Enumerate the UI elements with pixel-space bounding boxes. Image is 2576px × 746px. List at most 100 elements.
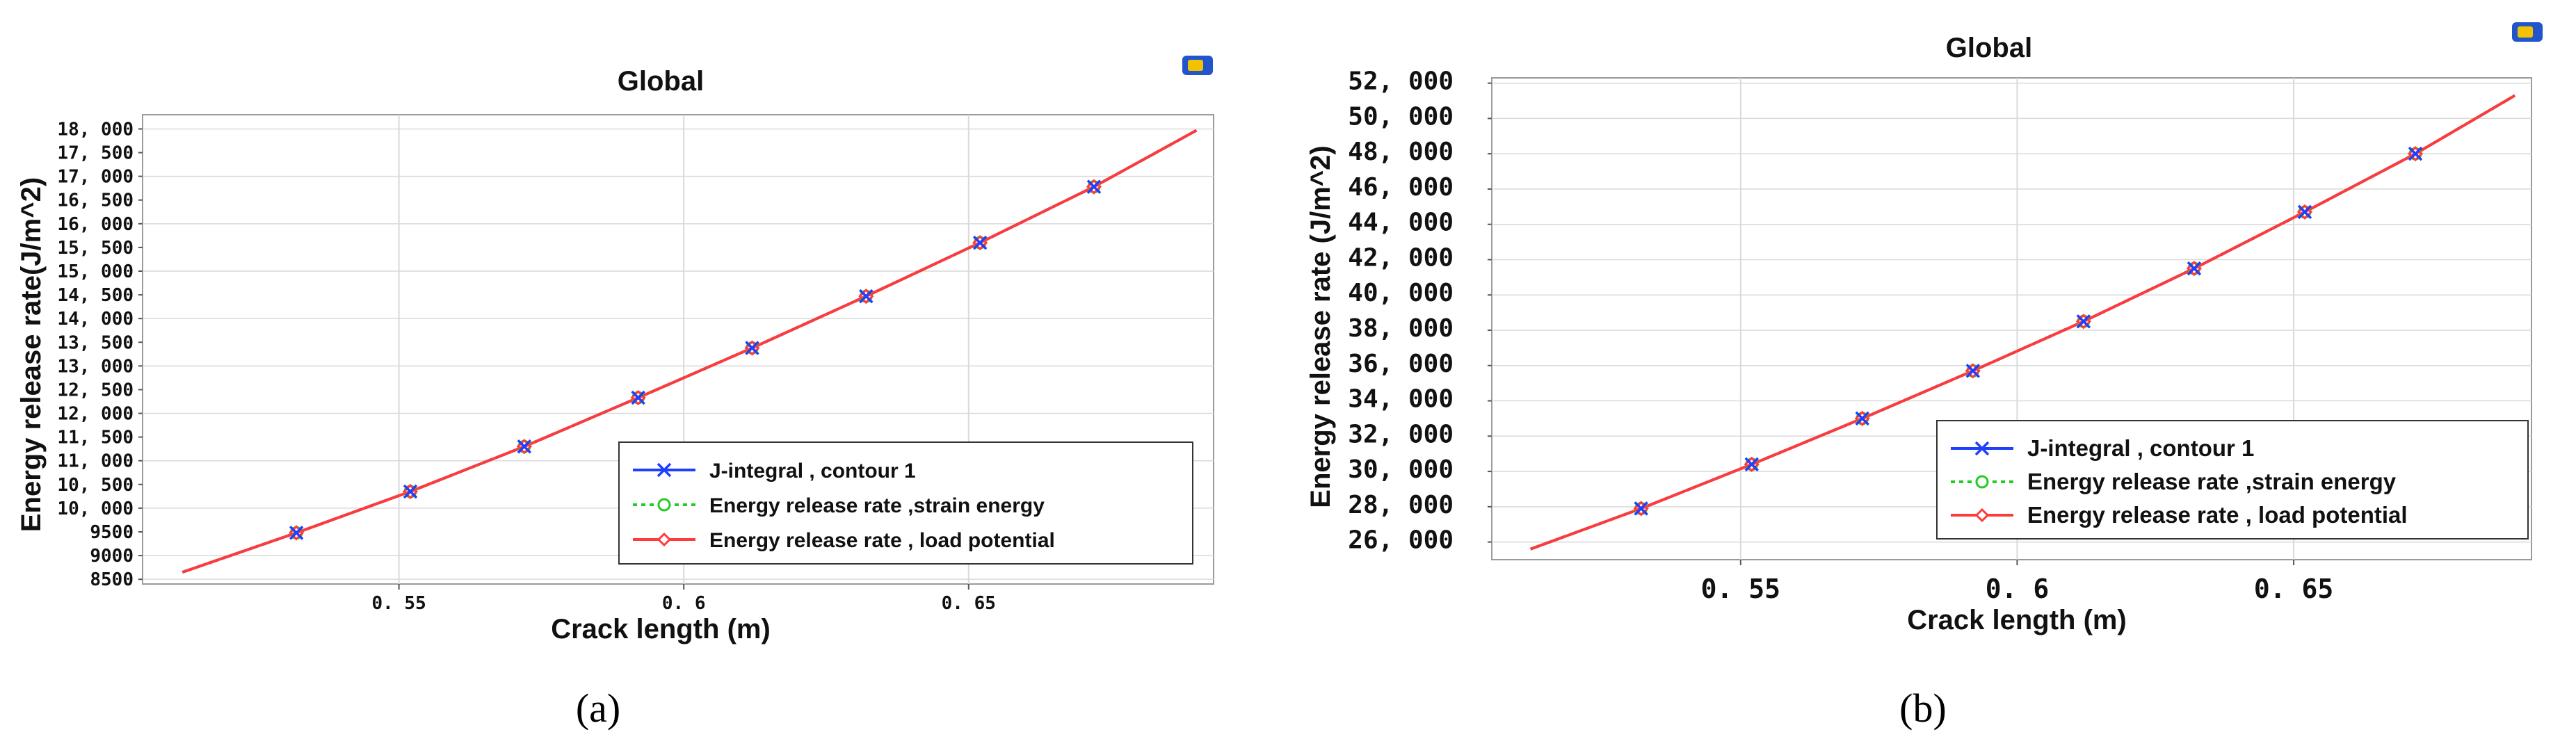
y-tick-label: 26, 000 (1348, 526, 1454, 555)
y-tick-label: 28, 000 (1348, 491, 1454, 519)
x-tick-label: 0. 55 (371, 593, 426, 614)
x-tick-label: 0. 65 (2254, 574, 2333, 604)
y-tick-label: 52, 000 (1348, 67, 1454, 96)
plot-area-b (1491, 77, 2532, 560)
marker-x (403, 484, 418, 499)
legend-entry-label: J-integral , contour 1 (709, 460, 916, 483)
marker-x (2408, 146, 2423, 161)
marker-diamond (1854, 410, 1870, 427)
legend-marker (657, 498, 671, 512)
marker-x (859, 289, 874, 304)
x-tick-label: 0. 6 (662, 593, 706, 614)
marker-x (2076, 314, 2091, 329)
marker-diamond (2186, 261, 2203, 277)
panel-label-b: (b) (1899, 686, 1947, 731)
export-icon[interactable] (2512, 22, 2543, 42)
y-tick-label: 12, 000 (57, 404, 134, 425)
y-tick-label: 17, 000 (57, 167, 134, 188)
legend-marker (657, 462, 672, 478)
marker-x (1855, 411, 1870, 426)
y-tick-label: 50, 000 (1348, 102, 1454, 131)
legend-entry-label: Energy release rate ,strain energy (709, 494, 1045, 517)
marker-x (972, 235, 988, 250)
x-tick-label: 0. 65 (942, 593, 996, 614)
y-tick-label: 11, 500 (57, 428, 134, 448)
marker-diamond (516, 439, 532, 455)
marker-diamond (1965, 363, 1981, 379)
legend-entry-label: J-integral , contour 1 (2027, 435, 2254, 461)
y-tick-label: 13, 000 (57, 356, 134, 377)
x-tick-label: 0. 55 (1701, 574, 1780, 604)
y-tick-label: 34, 000 (1348, 385, 1454, 414)
y-tick-label: 36, 000 (1348, 350, 1454, 378)
y-tick-label: 10, 500 (57, 475, 134, 496)
legend-marker (1975, 475, 1989, 489)
y-tick-label: 13, 500 (57, 332, 134, 353)
y-tick-label: 16, 000 (57, 214, 134, 235)
y-tick-label: 9500 (90, 522, 134, 543)
legend-entry-label: Energy release rate , load potential (709, 529, 1055, 552)
y-tick-label: 38, 000 (1348, 314, 1454, 343)
marker-x (1634, 501, 1648, 516)
y-tick-label: 15, 000 (57, 261, 134, 282)
y-tick-label: 30, 000 (1348, 455, 1454, 484)
y-tick-label: 32, 000 (1348, 420, 1454, 448)
marker-x (1744, 457, 1759, 472)
marker-x (2297, 204, 2312, 220)
marker-diamond (744, 340, 760, 356)
y-tick-label: 11, 000 (57, 451, 134, 472)
grid-a (143, 115, 1214, 584)
y-tick-label: 9000 (90, 546, 134, 567)
y-tick-label: 12, 500 (57, 380, 134, 400)
x-axis-title-a: Crack length (m) (551, 614, 771, 644)
y-axis-title-a: Energy release rate(J/m^2) (16, 177, 47, 532)
legend-b: J-integral , contour 1 Energy release rat… (1936, 420, 2529, 540)
chart-panel-b: Global 26, 000 28, 000 30, 000 32, 000 34, 0… (1305, 22, 2543, 731)
marker-diamond (402, 483, 419, 500)
y-tick-label: 48, 000 (1348, 138, 1454, 166)
legend-entry-label: Energy release rate , load potential (2027, 502, 2408, 528)
series-line (1530, 94, 2516, 551)
x-axis-ticks-b: 0. 55 0. 6 0. 65 (1701, 560, 2333, 604)
series-lines-b (1530, 94, 2516, 551)
y-axis-ticks-b: 26, 000 28, 000 30, 000 32, 000 34, 000 36, 0… (1348, 67, 1492, 555)
y-tick-label: 14, 000 (57, 309, 134, 330)
series-markers-a (289, 179, 1102, 541)
series-markers-b (1633, 146, 2424, 517)
marker-diamond (630, 389, 646, 406)
marker-x (1965, 364, 1981, 378)
y-tick-label: 15, 500 (57, 238, 134, 259)
legend-marker (1974, 508, 1990, 523)
marker-x (289, 526, 304, 540)
y-tick-label: 40, 000 (1348, 279, 1454, 307)
marker-x (2187, 261, 2202, 276)
x-tick-label: 0. 6 (1986, 574, 2050, 604)
marker-diamond (972, 234, 988, 251)
x-axis-ticks-a: 0. 55 0. 6 0. 65 (371, 584, 996, 614)
marker-x (517, 439, 532, 454)
y-tick-label: 46, 000 (1348, 173, 1454, 202)
export-icon[interactable] (1182, 56, 1213, 75)
marker-diamond (289, 525, 305, 541)
series-lines-a (182, 129, 1198, 574)
marker-x (745, 341, 759, 355)
y-tick-label: 17, 500 (57, 143, 134, 164)
legend-box (1936, 420, 2529, 540)
marker-diamond (858, 289, 874, 305)
y-tick-label: 10, 000 (57, 498, 134, 519)
y-tick-label: 42, 000 (1348, 243, 1454, 272)
marker-diamond (2407, 146, 2424, 162)
marker-diamond (1744, 456, 1760, 473)
y-tick-label: 14, 500 (57, 285, 134, 306)
marker-x (631, 390, 645, 405)
plot-area-a (142, 114, 1214, 585)
legend-entry-label: Energy release rate ,strain energy (2027, 469, 2397, 494)
legend-a: J-integral , contour 1 Energy release rat… (618, 441, 1193, 565)
legend-box (618, 441, 1193, 565)
marker-diamond (2296, 204, 2313, 220)
y-axis-title-b: Energy release rate (J/m^2) (1305, 145, 1336, 508)
chart-title-b: Global (1946, 33, 2032, 63)
